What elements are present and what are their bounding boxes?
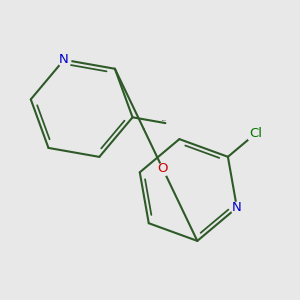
Text: N: N	[59, 53, 69, 66]
Text: O: O	[158, 162, 168, 175]
Text: N: N	[232, 201, 242, 214]
Text: Cl: Cl	[250, 127, 262, 140]
Text: methyl: methyl	[162, 120, 167, 122]
